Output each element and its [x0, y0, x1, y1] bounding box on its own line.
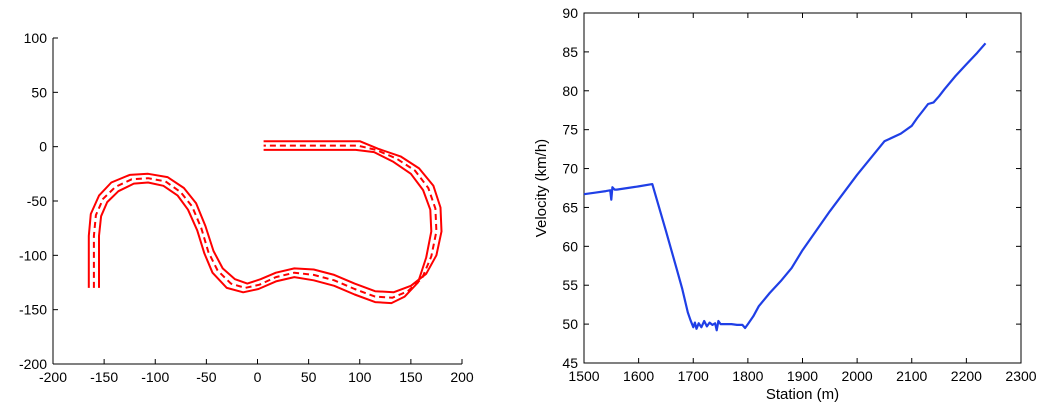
- x-tick-label: 1700: [678, 368, 709, 384]
- series-line-0: [583, 42, 987, 332]
- y-tick-label: 100: [24, 30, 48, 46]
- x-tick-label: 2200: [951, 368, 982, 384]
- y-tick-label: 50: [31, 84, 47, 100]
- y-tick-label: 50: [562, 316, 578, 332]
- axes-frame: [583, 12, 1022, 364]
- x-tick-label: -150: [90, 369, 118, 385]
- y-tick-label: -200: [19, 356, 47, 372]
- y-tick-label: 85: [562, 44, 578, 60]
- y-tick-label: 90: [562, 5, 578, 21]
- series-line-2: [98, 148, 433, 305]
- x-tick-label: 50: [301, 369, 317, 385]
- y-tick-label: -100: [19, 247, 47, 263]
- y-tick-label: 60: [562, 238, 578, 254]
- series-line-0: [87, 140, 443, 294]
- x-tick-label: 1600: [623, 368, 654, 384]
- x-tick-label: 100: [348, 369, 372, 385]
- x-tick-label: 150: [399, 369, 423, 385]
- series-line-dashed-1: [92, 144, 438, 299]
- y-tick-label: -150: [19, 302, 47, 318]
- x-tick-label: -100: [141, 369, 169, 385]
- x-tick-label: -200: [39, 369, 67, 385]
- x-tick-label: 0: [254, 369, 262, 385]
- y-tick-label: 75: [562, 122, 578, 138]
- y-tick-label: 65: [562, 199, 578, 215]
- y-tick-label: -50: [27, 193, 47, 209]
- x-tick-label: 2100: [896, 368, 927, 384]
- velocity-profile-chart: 1500 1600 1700 1800 1900 2000 2100 2200 2300 90 85…: [533, 5, 1037, 403]
- y-tick-label: 45: [562, 355, 578, 371]
- track-layout-chart: -200 -150 -100 -50 0 50 100 150 200 100 50 0 -50 -100…: [19, 30, 474, 385]
- y-tick-label: 0: [39, 139, 47, 155]
- x-tick-label: 2000: [842, 368, 873, 384]
- x-tick-label: -50: [196, 369, 216, 385]
- y-tick-label: 70: [562, 161, 578, 177]
- y-tick-label: 80: [562, 83, 578, 99]
- x-tick-label: 1800: [732, 368, 763, 384]
- x-tick-label: 1900: [787, 368, 818, 384]
- y-axis-label: Velocity (km/h): [533, 139, 550, 237]
- x-tick-label: 2300: [1005, 368, 1036, 384]
- x-tick-label: 1500: [568, 368, 599, 384]
- x-axis-label: Station (m): [766, 386, 839, 403]
- x-tick-label: 200: [450, 369, 474, 385]
- y-tick-label: 55: [562, 277, 578, 293]
